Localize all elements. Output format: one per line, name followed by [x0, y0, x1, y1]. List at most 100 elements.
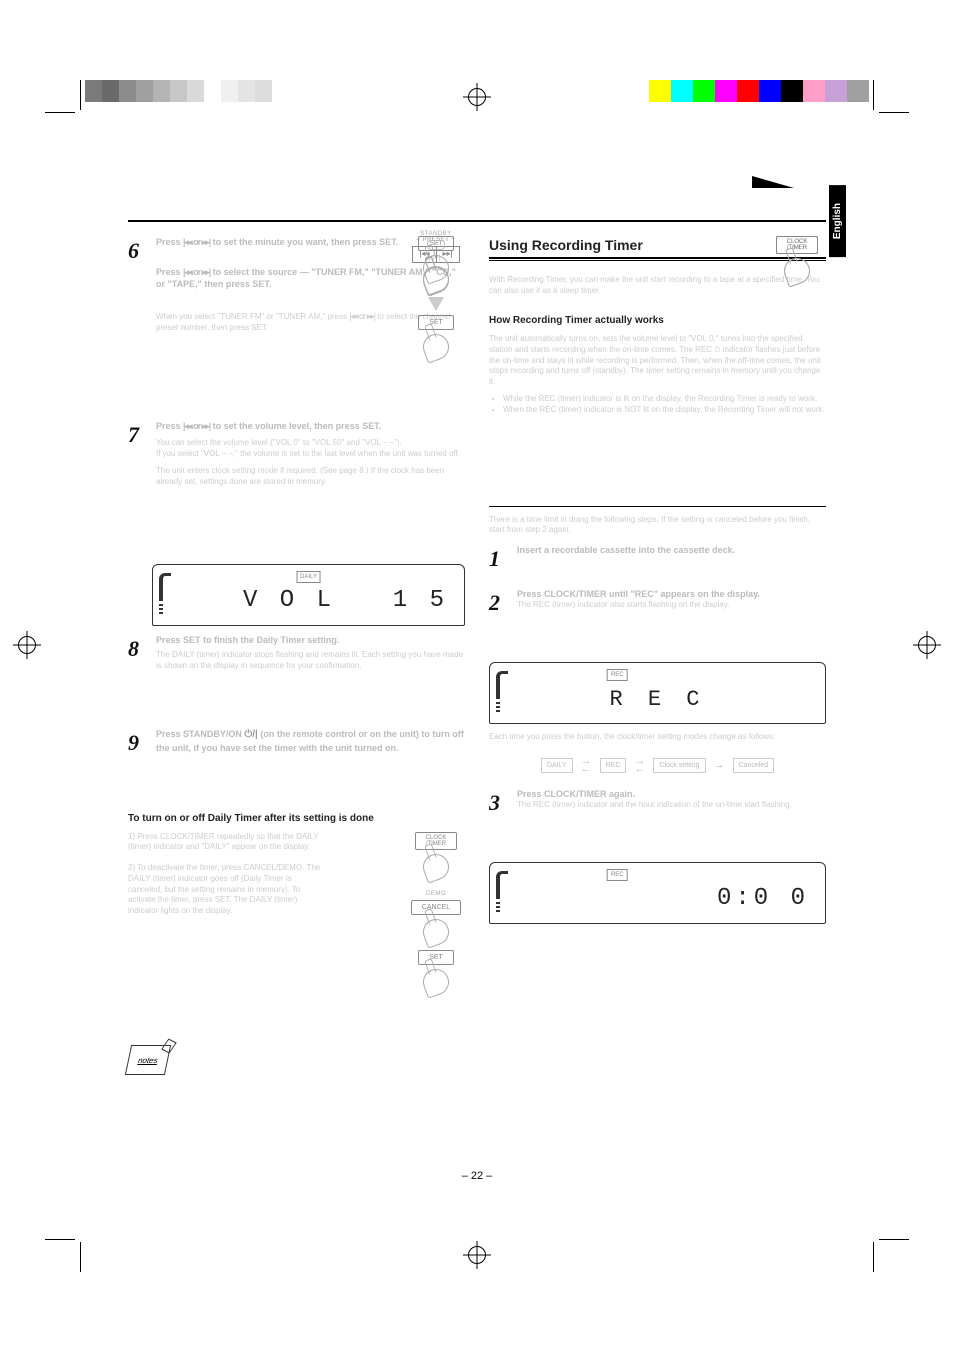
arrow-right-icon: →←	[634, 757, 645, 775]
color-swatch	[221, 80, 238, 102]
finger-press-icon	[780, 254, 813, 287]
left-column: 6 Press |◂◂ or ▸▸| to set the minute you…	[128, 236, 465, 982]
how-bullet: When the REC (timer) indicator is NOT li…	[503, 405, 826, 416]
color-bar-right	[627, 80, 869, 102]
lcd-daily-tag: DAILY	[296, 571, 321, 583]
flow-box: Canceled	[733, 758, 775, 774]
step-9: 9 Press STANDBY/ON ⏻/| (on the remote co…	[128, 728, 465, 798]
right-column: Using Recording Timer With Recording Tim…	[489, 236, 826, 982]
skip-back-fwd-icon: |◂◂ or ▸▸|	[183, 237, 210, 247]
content-area: 6 Press |◂◂ or ▸▸| to set the minute you…	[128, 220, 826, 982]
color-swatch	[803, 80, 825, 102]
arrow-right-icon: →←	[581, 757, 592, 775]
toggle-p1: 1) Press CLOCK/TIMER repeatedly so that …	[128, 832, 328, 854]
step-number: 7	[128, 420, 150, 450]
step-number: 1	[489, 544, 511, 574]
crop-mark	[873, 1242, 874, 1272]
lcd-frame-icon	[496, 871, 508, 899]
step-1-text: Insert a recordable cassette into the ca…	[517, 544, 826, 556]
color-swatch	[715, 80, 737, 102]
how-heading: How Recording Timer actually works	[489, 314, 826, 328]
step-8-text: Press SET to finish the Daily Timer sett…	[156, 634, 465, 646]
standby-label: STANDBY	[407, 230, 465, 238]
crop-mark	[80, 1242, 81, 1272]
skip-back-fwd-icon: |◂◂ or ▸▸|	[183, 267, 210, 277]
how-bullet: While the REC (timer) indicator is lit o…	[503, 394, 826, 405]
color-swatch	[170, 80, 187, 102]
page-corner-arrow	[752, 176, 794, 188]
flow-box: REC	[600, 758, 627, 774]
color-swatch	[85, 80, 102, 102]
color-swatch	[781, 80, 803, 102]
step-3-sub: The REC (timer) indicator and the hour i…	[517, 800, 826, 811]
lcd-rec-tag: REC	[607, 869, 628, 881]
skip-back-fwd-icon: |◂◂ or ▸▸|	[183, 421, 210, 431]
step-7-note: The unit enters clock setting mode if re…	[156, 466, 465, 488]
step-number: 2	[489, 588, 511, 618]
step-3-text: Press CLOCK/TIMER again.	[517, 788, 826, 800]
finger-press-icon	[419, 331, 452, 364]
standby-led-icon	[427, 240, 445, 250]
step-7-note: If you select "VOL – –," the volume is s…	[156, 449, 465, 460]
color-swatch	[119, 80, 136, 102]
arrow-down-icon	[428, 297, 444, 311]
page-number: – 22 –	[0, 1170, 954, 1182]
step-7-text: Press	[156, 421, 183, 431]
lcd-display-vol: DAILY V O L 1 5	[152, 564, 465, 626]
flow-box: DAILY	[541, 758, 573, 774]
color-swatch	[238, 80, 255, 102]
color-swatch	[187, 80, 204, 102]
crop-mark	[45, 112, 75, 113]
color-swatch	[759, 80, 781, 102]
lcd-display-time: REC 0:0 0	[489, 862, 826, 924]
step-8: 8 Press SET to finish the Daily Timer se…	[128, 634, 465, 714]
color-swatch	[102, 80, 119, 102]
step-6-text: to set the minute you want, then press S…	[213, 237, 399, 247]
lcd-vol-value: 1 5	[393, 585, 448, 617]
clock-timer-button-icon: CLOCK /TIMER	[776, 236, 819, 254]
step-9-text: Press STANDBY/ON	[156, 729, 244, 739]
finger-press-icon	[419, 263, 452, 296]
set-button-icon: SET	[418, 950, 454, 965]
lcd-rec-tag: REC	[607, 669, 628, 681]
lcd-frame-icon	[496, 671, 508, 699]
step-7-text: to set the volume level, then press SET.	[213, 421, 382, 431]
crop-mark	[45, 1239, 75, 1240]
step-number: 9	[128, 728, 150, 758]
color-swatch	[649, 80, 671, 102]
lcd-rec-text: R E C	[609, 685, 705, 715]
step-3: 3 Press CLOCK/TIMER again. The REC (time…	[489, 788, 826, 848]
crop-mark	[80, 80, 81, 110]
divider-note: There is a time limit in doing the follo…	[489, 515, 826, 537]
toggle-p2: 2) To deactivate the timer, press CANCEL…	[128, 863, 328, 917]
registration-mark	[918, 636, 936, 654]
how-text: The unit automatically turns on, sets th…	[489, 334, 826, 388]
flow-box: Clock setting	[653, 758, 705, 774]
step-7-note: You can select the volume level ("VOL 0"…	[156, 438, 465, 449]
step-2: 2 Press CLOCK/TIMER until "REC" appears …	[489, 588, 826, 648]
cancel-button-icon: CANCEL	[411, 900, 461, 915]
demo-label: DEMO	[407, 890, 465, 898]
on-label: ⏻/|	[407, 254, 465, 262]
crop-mark	[879, 1239, 909, 1240]
lcd-vol-label: V O L	[243, 585, 335, 617]
color-swatch	[737, 80, 759, 102]
step-7: 7 Press |◂◂ or ▸▸| to set the volume lev…	[128, 420, 465, 550]
notes-icon: notes	[125, 1045, 171, 1075]
crop-mark	[879, 112, 909, 113]
color-swatch	[693, 80, 715, 102]
step-6-text: Press	[156, 237, 183, 247]
finger-press-icon	[419, 850, 452, 883]
step-number: 6	[128, 236, 150, 266]
color-swatch	[825, 80, 847, 102]
mode-flow-diagram: DAILY →← REC →← Clock setting → Canceled	[489, 757, 826, 775]
color-swatch	[136, 80, 153, 102]
clock-timer-button-icon: CLOCK /TIMER	[415, 832, 458, 850]
step-2-sub: The REC (timer) indicator also starts fl…	[517, 600, 826, 611]
color-bar-left	[85, 80, 272, 102]
arrow-right-icon: →	[714, 761, 725, 770]
toggle-heading: To turn on or off Daily Timer after its …	[128, 812, 465, 826]
color-swatch	[204, 80, 221, 102]
step-2-text: Press CLOCK/TIMER until "REC" appears on…	[517, 588, 826, 600]
divider	[489, 506, 826, 507]
